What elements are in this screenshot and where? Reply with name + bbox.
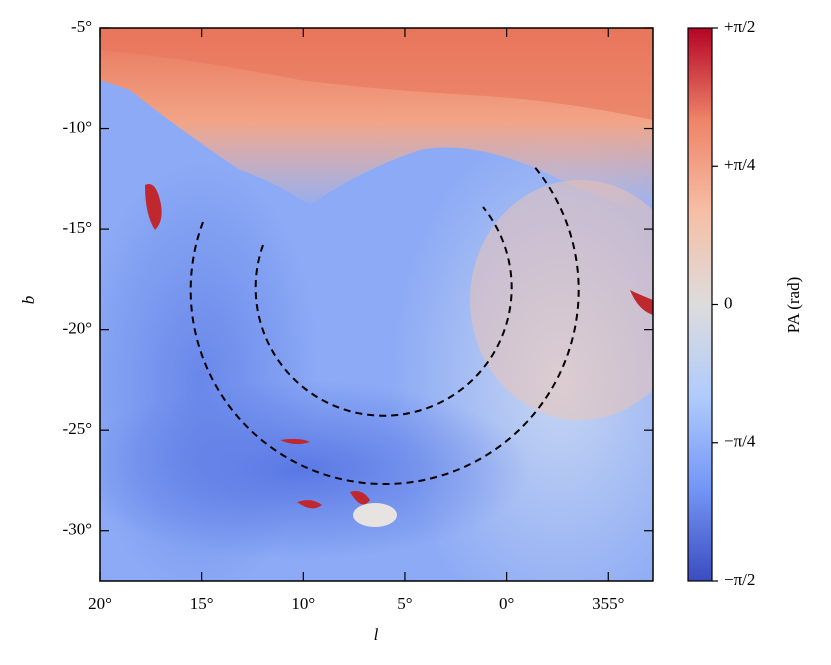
colorbar-tick-label: −π/2 xyxy=(724,570,755,589)
outer-arc xyxy=(189,164,580,485)
x-tick-label: 0° xyxy=(499,594,514,613)
colorbar-tick-label: +π/2 xyxy=(724,17,755,36)
y-tick-label: -10° xyxy=(63,117,92,136)
x-tick-label: 20° xyxy=(88,594,112,613)
y-tick-label: -20° xyxy=(63,319,92,338)
colorbar-label: PA (rad) xyxy=(784,277,803,334)
x-tick-label: 355° xyxy=(592,594,624,613)
x-axis-label: l xyxy=(374,625,379,644)
colorbar-tick-label: −π/4 xyxy=(724,432,756,451)
plot-frame xyxy=(99,27,654,582)
y-axis-label: b xyxy=(19,296,38,305)
x-tick-label: 10° xyxy=(291,594,315,613)
y-tick-label: -25° xyxy=(63,419,92,438)
heatmap xyxy=(100,28,653,581)
colorbar-tick-label: 0 xyxy=(724,293,733,312)
y-tick-label: -30° xyxy=(63,520,92,539)
x-tick-label: 15° xyxy=(190,594,214,613)
inner-arc xyxy=(254,206,513,417)
y-tick-label: -15° xyxy=(63,218,92,237)
y-tick-label: -5° xyxy=(71,17,92,36)
colorbar-tick-label: +π/4 xyxy=(724,155,756,174)
colorbar xyxy=(687,27,713,582)
x-tick-label: 5° xyxy=(397,594,412,613)
